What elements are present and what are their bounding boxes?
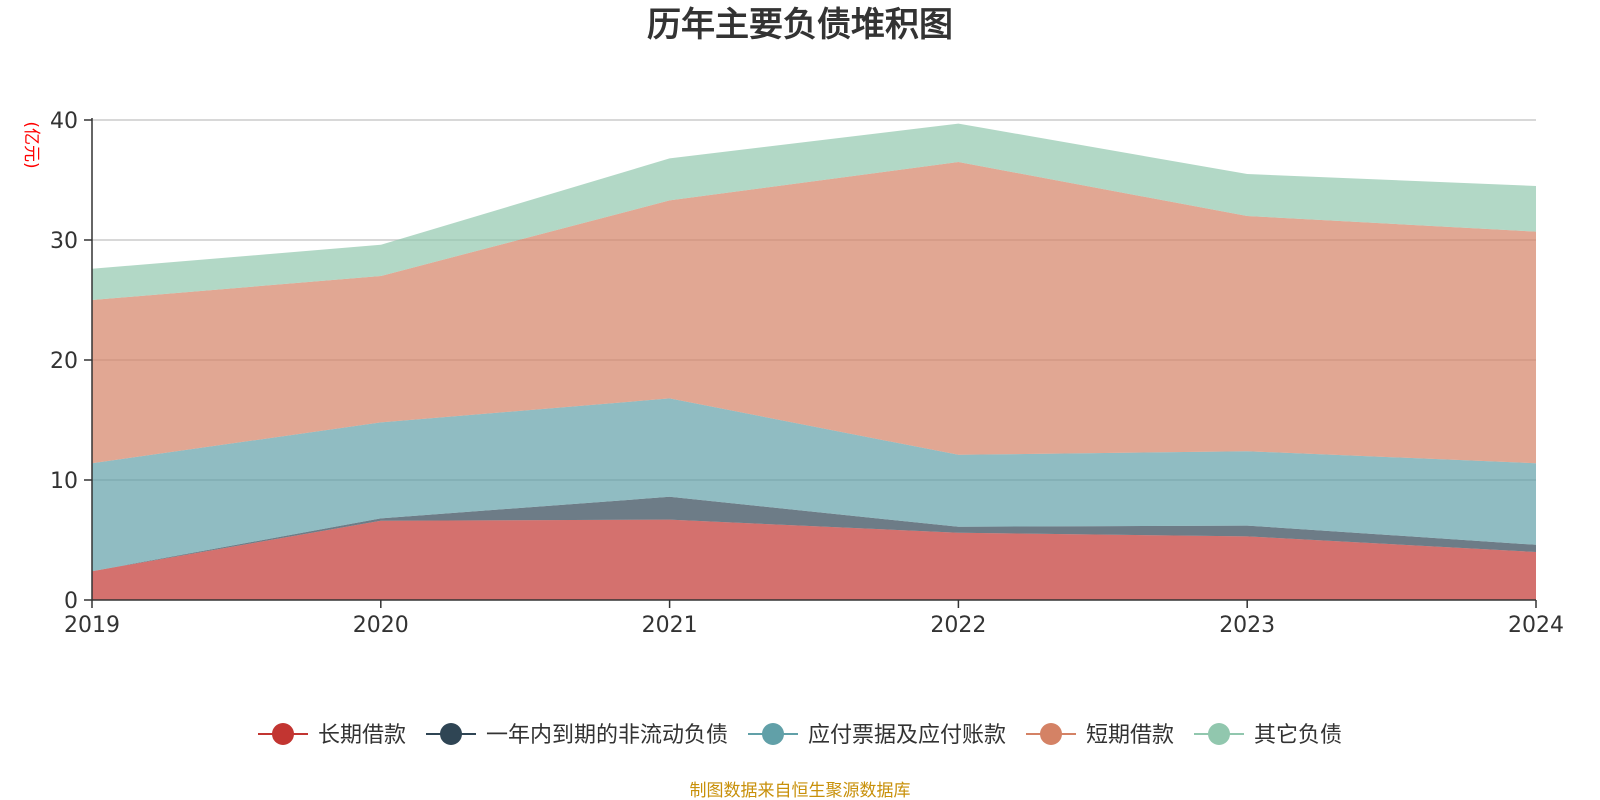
legend-label: 其它负债	[1254, 723, 1342, 748]
legend-item-一年内到期的非流动负债[interactable]: 一年内到期的非流动负债	[426, 723, 728, 748]
area-应付票据及应付账款	[92, 398, 1536, 572]
x-tick-label: 2022	[930, 613, 986, 638]
legend-marker-icon	[272, 723, 294, 745]
legend-marker-icon	[1040, 723, 1062, 745]
area-其它负债	[92, 123, 1536, 300]
legend-label: 一年内到期的非流动负债	[486, 723, 728, 748]
y-tick-label: 30	[50, 229, 78, 254]
axes: 0 10 20 30 40 2019 2020 2021 2022 2023 2024	[50, 109, 1564, 638]
legend-marker-icon	[440, 723, 462, 745]
series-areas	[92, 123, 1536, 600]
x-tick-label: 2019	[64, 613, 120, 638]
legend-marker-icon	[762, 723, 784, 745]
chart-title: 历年主要负债堆积图	[647, 5, 953, 45]
legend[interactable]: 长期借款 一年内到期的非流动负债 应付票据及应付账款 短期借款 其它负债	[258, 723, 1342, 748]
legend-label: 短期借款	[1086, 723, 1174, 748]
area-长期借款	[92, 519, 1536, 600]
x-tick-label: 2020	[353, 613, 409, 638]
x-tick-label: 2024	[1508, 613, 1564, 638]
legend-item-短期借款[interactable]: 短期借款	[1026, 723, 1174, 748]
y-axis-unit-label: (亿元)	[21, 121, 41, 168]
legend-marker-icon	[1208, 723, 1230, 745]
legend-item-其它负债[interactable]: 其它负债	[1194, 723, 1342, 748]
area-一年内到期的非流动负债	[92, 496, 1536, 572]
data-source-note: 制图数据来自恒生聚源数据库	[690, 781, 911, 800]
area-短期借款	[92, 162, 1536, 464]
legend-item-长期借款[interactable]: 长期借款	[258, 723, 406, 748]
x-tick-label: 2021	[642, 613, 698, 638]
legend-label: 长期借款	[318, 723, 406, 748]
y-tick-label: 0	[64, 589, 78, 614]
legend-label: 应付票据及应付账款	[808, 723, 1006, 748]
y-tick-label: 20	[50, 349, 78, 374]
x-tick-label: 2023	[1219, 613, 1275, 638]
y-tick-label: 10	[50, 469, 78, 494]
y-tick-label: 40	[50, 109, 78, 134]
legend-item-应付票据及应付账款[interactable]: 应付票据及应付账款	[748, 723, 1006, 748]
